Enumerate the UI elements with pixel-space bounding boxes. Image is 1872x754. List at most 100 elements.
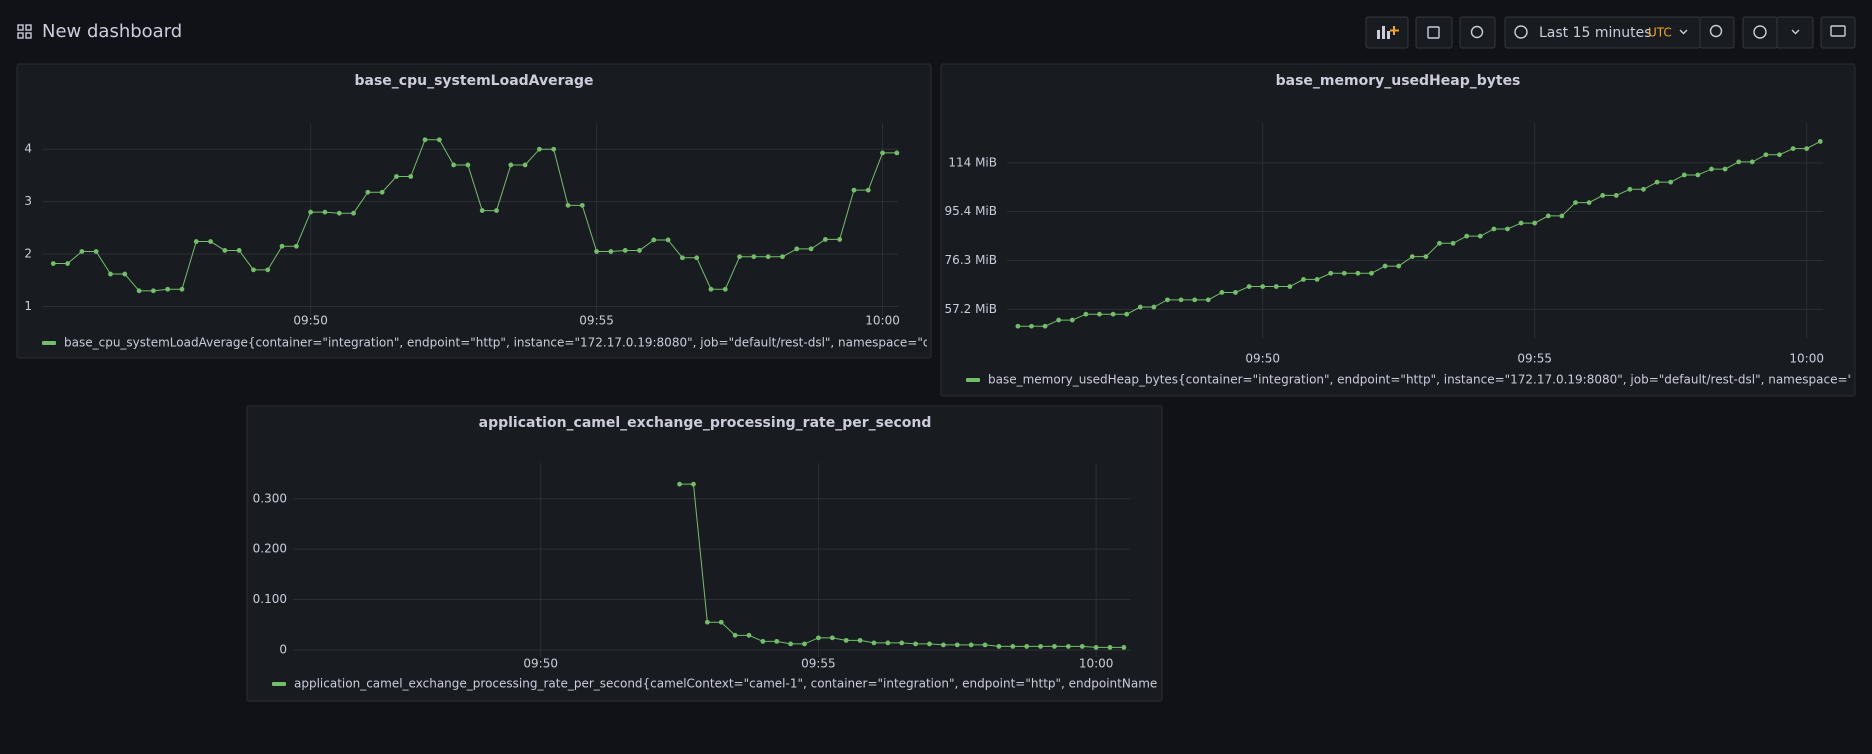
legend-swatch [42,341,56,345]
data-point [760,638,766,644]
data-point [788,641,794,647]
data-point [1369,270,1374,276]
data-point [1038,644,1043,649]
chevron [1791,29,1800,35]
zoom-out-button[interactable] [1699,16,1735,49]
data-point [1505,226,1510,232]
data-point [1600,193,1606,198]
data-point [1573,200,1578,206]
y-tick-label: 95.4 MiB [945,204,997,218]
data-point [665,237,671,243]
legend-swatch [272,682,286,686]
data-point [208,239,213,244]
data-point [954,642,960,648]
data-point [279,243,285,249]
legend: base_memory_usedHeap_bytes{container="in… [966,373,1872,387]
data-point [1613,193,1619,198]
data-point [50,261,56,266]
view-mode-button[interactable] [1820,16,1856,49]
y-tick-label: 3 [24,194,32,208]
y-tick-label: 0.100 [253,592,287,606]
x-tick-label: 10:00 [1789,352,1824,366]
data-point [1137,304,1143,310]
panel-title: base_memory_usedHeap_bytes [1276,73,1521,89]
data-point [494,208,499,213]
data-point [1029,323,1034,329]
data-point [1097,311,1102,317]
data-point [802,641,807,647]
data-point [1341,270,1347,276]
data-point [1722,166,1728,172]
dashboard-title[interactable]: New dashboard [42,21,182,42]
data-point [837,237,843,242]
settings-button[interactable] [1459,16,1496,49]
legend-label: base_memory_usedHeap_bytes{container="in… [988,373,1872,387]
data-point [718,619,724,625]
data-point [691,481,696,487]
data-point [236,248,242,253]
data-point [1056,317,1062,323]
data-point [899,640,905,646]
data-point [1681,172,1687,178]
data-point [651,237,657,243]
data-point [1260,284,1266,289]
data-point [1790,146,1796,151]
data-point [265,267,271,273]
data-point [1641,186,1646,192]
data-point [1124,311,1130,317]
x-tick-label: 10:00 [865,314,900,328]
data-point [774,638,780,644]
data-point [1491,226,1497,232]
settings-icon [1470,25,1484,39]
timezone: UTC [1648,26,1672,40]
dashboard-icon[interactable] [17,24,32,39]
data-point [1110,311,1116,317]
data-point [843,637,849,643]
data-point [794,246,800,252]
data-point [913,641,919,647]
x-tick-label: 09:55 [579,314,614,328]
data-point [1083,311,1089,317]
data-point [1532,220,1538,226]
data-point [1695,172,1701,178]
data-point [746,632,752,638]
add-panel-icon [1377,26,1399,39]
data-point [65,261,70,266]
data-point [79,249,85,254]
data-point [1065,644,1071,649]
data-point [857,637,863,643]
x-tick-label: 09:50 [1245,352,1280,366]
data-point [1355,270,1361,276]
y-tick-label: 114 MiB [948,155,997,169]
data-point [1736,159,1742,165]
data-point [982,642,988,648]
data-point [136,288,142,294]
data-point [579,202,585,208]
data-point [708,286,714,292]
data-point [679,255,685,261]
data-point [1409,254,1415,260]
data-point [722,286,728,292]
data-point [1450,240,1456,246]
refresh-button[interactable] [1742,16,1778,49]
zoom-icon [1709,24,1723,38]
panel-title: application_camel_exchange_processing_ra… [479,415,932,431]
data-point [1423,254,1429,260]
data-point [394,174,399,179]
save-button[interactable] [1415,16,1453,49]
data-point [165,286,171,292]
data-point [451,162,457,168]
data-point [1586,200,1592,206]
panel [940,63,1856,397]
panel [16,63,932,359]
data-point [1178,297,1184,303]
data-point [1804,146,1810,151]
data-point [1763,152,1769,158]
y-tick-label: 0.300 [253,491,287,505]
data-point [365,189,371,195]
data-point [336,210,342,216]
data-point [594,249,600,254]
x-tick-label: 09:55 [1517,352,1552,366]
